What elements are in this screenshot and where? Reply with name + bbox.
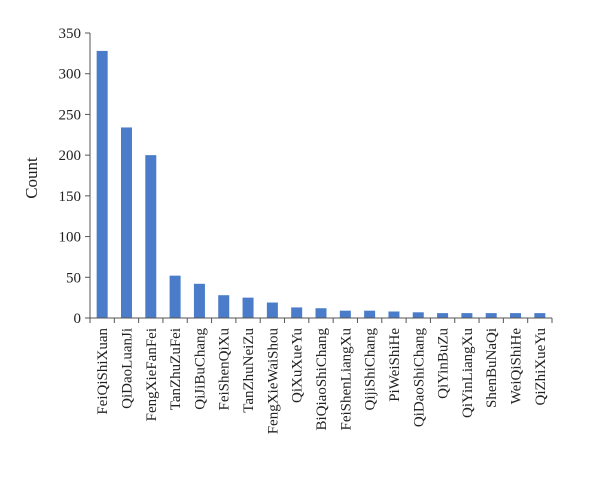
bar	[291, 307, 303, 318]
x-tick-label: TanZhuZuFei	[168, 328, 184, 410]
bar	[145, 155, 157, 318]
bar	[96, 50, 108, 319]
x-tick-label: FeiShenQiXu	[217, 328, 233, 411]
bar	[169, 275, 181, 318]
bar	[412, 312, 424, 318]
bar	[315, 308, 327, 318]
y-tick-label: 200	[59, 148, 82, 164]
bar	[437, 313, 449, 318]
y-tick-label: 0	[74, 311, 82, 327]
bars-group	[96, 50, 546, 319]
bar	[388, 311, 400, 318]
bar	[193, 283, 205, 318]
x-tick-label: BiQiaoShiChang	[314, 328, 330, 431]
y-axis-title: Count	[22, 157, 41, 199]
bar	[534, 313, 546, 318]
x-tick-label: QiYinBuZu	[436, 328, 452, 399]
x-tick-label: QiYinLiangXu	[460, 328, 476, 418]
bar	[218, 295, 230, 318]
x-tick-label: WeiQiShiHe	[509, 328, 525, 405]
bar	[364, 310, 376, 318]
x-tick-label: FeiShenLiangXu	[338, 328, 354, 431]
y-axis: 0 50 100 150 200 250 300 350	[59, 26, 91, 327]
y-tick-label: 350	[59, 26, 82, 42]
x-tick-label: FengXieWaiShou	[265, 328, 281, 435]
x-tick-label: QiDaoShiChang	[411, 328, 427, 428]
x-tick-label: ShenBuNaQi	[484, 328, 500, 408]
x-tick-label: TanZhuNeiZu	[241, 328, 257, 413]
y-tick-label: 300	[59, 67, 82, 83]
x-tick-label: PiWeiShiHe	[387, 328, 403, 402]
bar	[242, 297, 254, 318]
y-tick-label: 150	[59, 189, 82, 205]
bar	[485, 313, 497, 318]
x-axis: FeiQiShiXuan QiDaoLuanJi FengXieFanFei TanZ…	[89, 317, 553, 435]
x-tick-label: QijiShiChang	[363, 328, 379, 411]
y-tick-label: 250	[59, 107, 82, 123]
x-tick-label: FengXieFanFei	[144, 328, 160, 421]
bar	[266, 302, 278, 318]
y-tick-label: 50	[66, 270, 81, 286]
y-tick-label: 100	[59, 230, 82, 246]
x-tick-label: QiDaoLuanJi	[119, 328, 135, 409]
bar	[510, 313, 522, 318]
x-tick-label: QiJiBuChang	[192, 328, 208, 410]
x-tick-label: QiXuXueYu	[290, 328, 306, 403]
bar	[120, 127, 132, 318]
bar	[339, 310, 351, 318]
bar	[461, 313, 473, 318]
x-tick-label: FeiQiShiXuan	[95, 328, 111, 415]
x-tick-label: QiZhiXueYu	[533, 328, 549, 406]
